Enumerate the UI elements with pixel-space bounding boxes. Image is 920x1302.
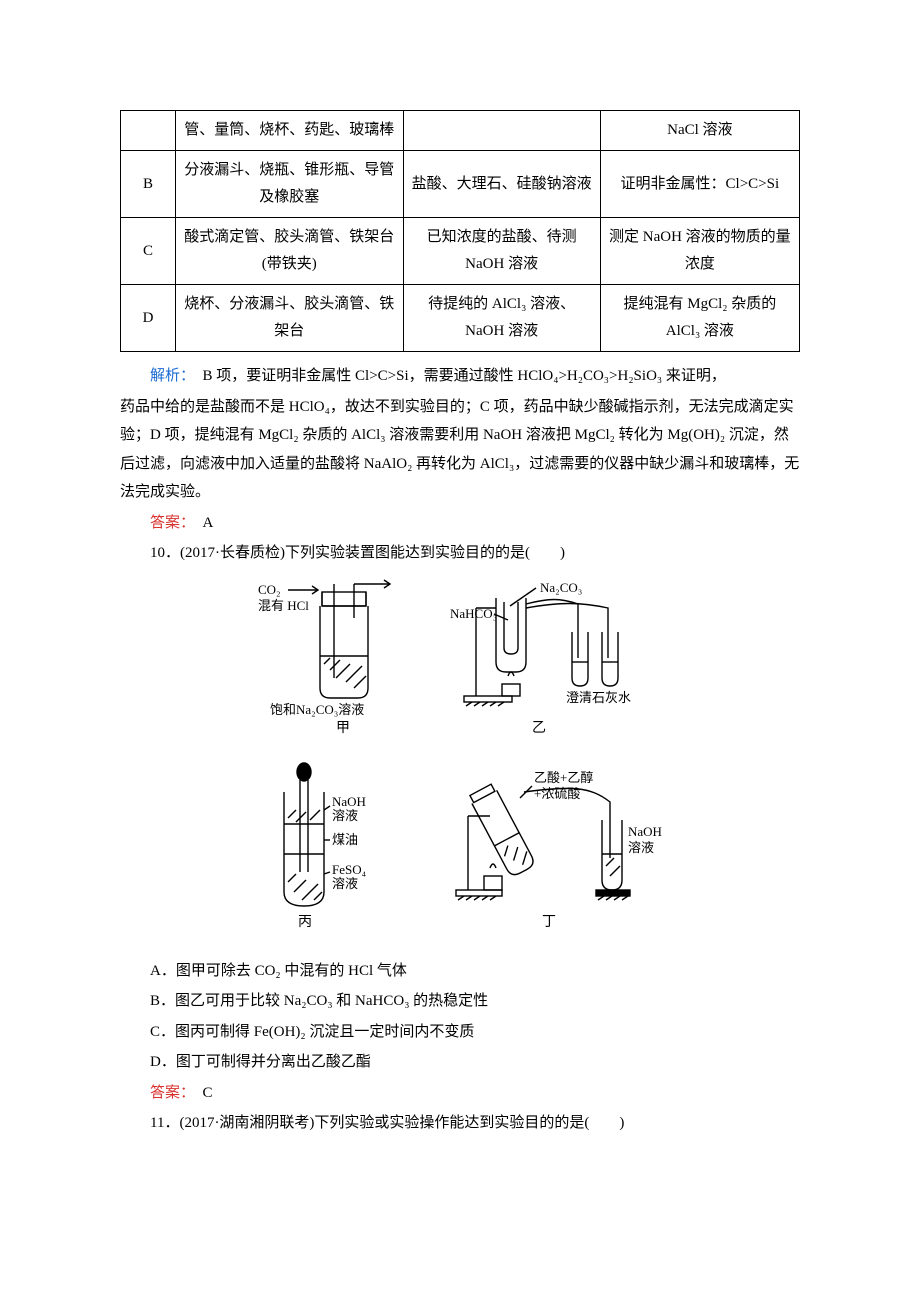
q11-stem: 11．(2017·湖南湘阴联考)下列实验或实验操作能达到实验目的的是( ) [120, 1109, 800, 1138]
opt-purpose: 提纯混有 MgCl₂ 杂质的 AlCl₃ 溶液 [600, 285, 799, 352]
apparatus-ding-icon: 乙酸+乙醇 +浓硫酸 [456, 770, 662, 930]
svg-text:乙: 乙 [532, 720, 546, 736]
svg-text:煤油: 煤油 [332, 832, 358, 847]
opt-label: D [121, 285, 176, 352]
analysis-lead: 解析： [150, 367, 188, 384]
q10-optA: A．图甲可除去 CO₂ 中混有的 HCl 气体 [120, 957, 800, 986]
opt-reagent: 待提纯的 AlCl₃ 溶液、NaOH 溶液 [403, 285, 600, 352]
q10-optD: D．图丁可制得并分离出乙酸乙酯 [120, 1048, 800, 1077]
svg-text:NaOH: NaOH [628, 824, 662, 839]
opt-label: C [121, 218, 176, 285]
q10-optB: B．图乙可用于比较 Na₂CO₃ 和 NaHCO₃ 的热稳定性 [120, 987, 800, 1016]
svg-text:澄清石灰水: 澄清石灰水 [566, 690, 631, 705]
answer-lead: 答案： [150, 514, 188, 531]
svg-text:Na₂CO₃: Na₂CO₃ [540, 580, 582, 595]
answer-value: A [188, 515, 214, 531]
table-row: C 酸式滴定管、胶头滴管、铁架台(带铁夹) 已知浓度的盐酸、待测 NaOH 溶液… [121, 218, 800, 285]
q10-optC: C．图丙可制得 Fe(OH)₂ 沉淀且一定时间内不变质 [120, 1018, 800, 1047]
figure-row-1: CO₂ 混有 HCl [120, 578, 800, 749]
opt-apparatus: 酸式滴定管、胶头滴管、铁架台(带铁夹) [176, 218, 404, 285]
opt-purpose: NaCl 溶液 [600, 111, 799, 151]
opt-label [121, 111, 176, 151]
apparatus-yi-icon: Na₂CO₃ NaHCO₃ [450, 580, 631, 736]
analysis-text: 药品中给的是盐酸而不是 HClO₄，故达不到实验目的；C 项，药品中缺少酸碱指示… [120, 399, 799, 501]
opt-apparatus: 管、量筒、烧杯、药匙、玻璃棒 [176, 111, 404, 151]
opt-reagent [403, 111, 600, 151]
svg-text:溶液: 溶液 [628, 840, 654, 855]
apparatus-bing-icon: NaOH 溶液 煤油 FeSO₄ 溶液 丙 [284, 763, 367, 930]
svg-text:丙: 丙 [298, 915, 312, 930]
opt-apparatus: 烧杯、分液漏斗、胶头滴管、铁架台 [176, 285, 404, 352]
opt-purpose: 测定 NaOH 溶液的物质的量浓度 [600, 218, 799, 285]
table-row: B 分液漏斗、烧瓶、锥形瓶、导管及橡胶塞 盐酸、大理石、硅酸钠溶液 证明非金属性… [121, 151, 800, 218]
q10-stem: 10．(2017·长春质检)下列实验装置图能达到实验目的的是( ) [120, 539, 800, 568]
apparatus-jia-icon: CO₂ 混有 HCl [258, 580, 390, 736]
analysis-paragraph: 解析： B 项，要证明非金属性 Cl>C>Si，需要通过酸性 HClO₄>H₂C… [120, 362, 800, 391]
opt-reagent: 已知浓度的盐酸、待测 NaOH 溶液 [403, 218, 600, 285]
answer-lead: 答案： [150, 1084, 188, 1101]
svg-text:溶液: 溶液 [332, 808, 358, 823]
svg-text:饱和Na₂CO₃溶液: 饱和Na₂CO₃溶液 [270, 702, 364, 717]
opt-reagent: 盐酸、大理石、硅酸钠溶液 [403, 151, 600, 218]
svg-text:溶液: 溶液 [332, 876, 358, 891]
opt-purpose: 证明非金属性：Cl>C>Si [600, 151, 799, 218]
svg-text:混有 HCl: 混有 HCl [258, 598, 309, 613]
answer-value: C [188, 1085, 213, 1101]
svg-text:CO₂: CO₂ [258, 582, 281, 597]
svg-text:NaOH: NaOH [332, 794, 366, 809]
svg-text:乙酸+乙醇: 乙酸+乙醇 [534, 770, 593, 785]
svg-text:丁: 丁 [542, 915, 556, 930]
table-row: D 烧杯、分液漏斗、胶头滴管、铁架台 待提纯的 AlCl₃ 溶液、NaOH 溶液… [121, 285, 800, 352]
analysis-text: B 项，要证明非金属性 Cl>C>Si，需要通过酸性 HClO₄>H₂CO₃>H… [188, 368, 726, 384]
table-row: 管、量筒、烧杯、药匙、玻璃棒 NaCl 溶液 [121, 111, 800, 151]
svg-text:FeSO₄: FeSO₄ [332, 862, 367, 877]
options-table: 管、量筒、烧杯、药匙、玻璃棒 NaCl 溶液 B 分液漏斗、烧瓶、锥形瓶、导管及… [120, 110, 800, 352]
analysis-paragraph: 药品中给的是盐酸而不是 HClO₄，故达不到实验目的；C 项，药品中缺少酸碱指示… [120, 393, 800, 507]
figure-row-2: NaOH 溶液 煤油 FeSO₄ 溶液 丙 乙酸+乙醇 +浓硫酸 [120, 762, 800, 943]
answer-paragraph: 答案： C [120, 1079, 800, 1108]
opt-apparatus: 分液漏斗、烧瓶、锥形瓶、导管及橡胶塞 [176, 151, 404, 218]
opt-label: B [121, 151, 176, 218]
svg-text:甲: 甲 [336, 721, 350, 736]
answer-paragraph: 答案： A [120, 509, 800, 538]
